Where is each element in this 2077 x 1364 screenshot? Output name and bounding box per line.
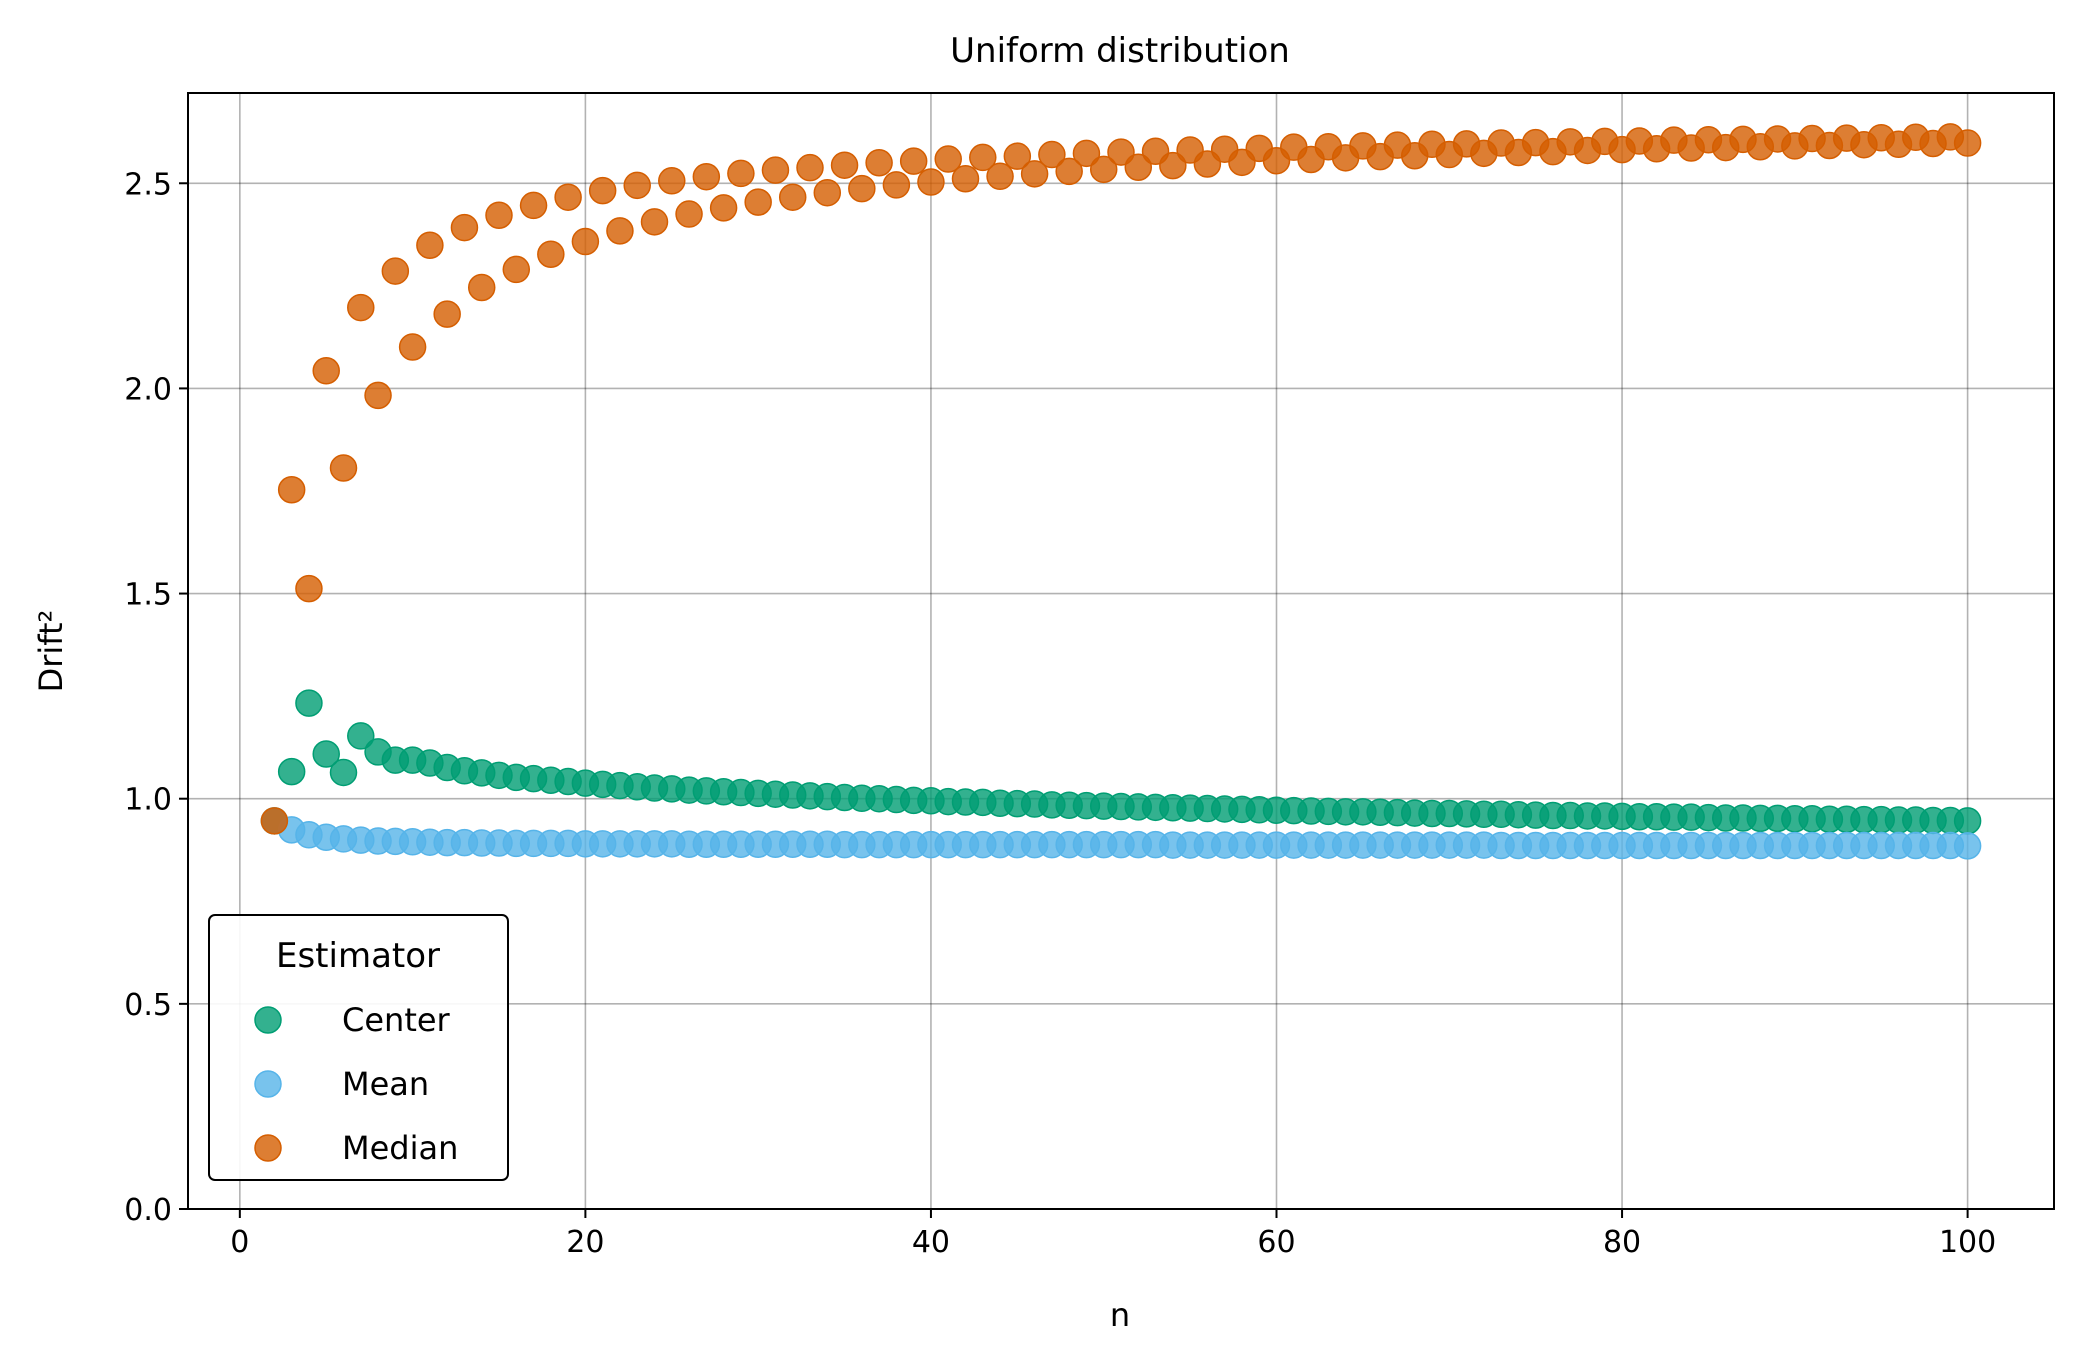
y-tick-label: 1.5 bbox=[124, 578, 172, 613]
median-point bbox=[1072, 139, 1101, 168]
median-point bbox=[347, 293, 375, 322]
y-tick-label: 0.0 bbox=[124, 1193, 172, 1228]
median-point bbox=[1124, 153, 1153, 182]
median-point bbox=[1038, 140, 1066, 169]
median-point bbox=[623, 171, 651, 200]
median-point bbox=[796, 153, 824, 182]
median-point bbox=[450, 213, 479, 242]
legend-box bbox=[208, 914, 509, 1181]
series-center bbox=[260, 689, 1982, 835]
median-point bbox=[692, 162, 721, 191]
median-point bbox=[969, 143, 997, 172]
median-point bbox=[865, 149, 893, 177]
median-point bbox=[1107, 138, 1135, 166]
x-tick-label: 20 bbox=[566, 1225, 604, 1260]
median-point bbox=[1020, 160, 1049, 188]
median-point bbox=[571, 227, 600, 256]
legend-label-mean: Mean bbox=[342, 1065, 429, 1103]
median-point bbox=[709, 194, 738, 222]
median-point bbox=[606, 217, 634, 245]
legend-marker-center bbox=[254, 1006, 282, 1034]
legend-entries: Center Mean Median bbox=[254, 1001, 458, 1167]
data-points bbox=[260, 123, 1982, 860]
median-point bbox=[830, 151, 859, 179]
y-tick-label: 1.0 bbox=[124, 783, 172, 818]
center-point bbox=[277, 757, 306, 786]
median-point bbox=[1089, 155, 1118, 184]
x-tick-label: 60 bbox=[1257, 1225, 1295, 1260]
y-tick-label: 2.5 bbox=[124, 167, 172, 202]
legend-label-median: Median bbox=[342, 1129, 458, 1167]
median-point bbox=[986, 162, 1014, 191]
center-point bbox=[1953, 807, 1982, 835]
legend-title: Estimator bbox=[276, 936, 440, 976]
y-axis-label: Drift² bbox=[32, 610, 70, 693]
median-point bbox=[1003, 142, 1032, 170]
median-point bbox=[1159, 151, 1187, 180]
x-tick-label: 100 bbox=[1939, 1225, 1996, 1260]
center-point bbox=[329, 758, 358, 787]
median-point bbox=[640, 208, 669, 236]
center-point bbox=[347, 722, 375, 750]
median-point bbox=[778, 183, 807, 211]
median-point bbox=[848, 174, 876, 203]
median-point bbox=[277, 476, 306, 504]
legend-marker-mean bbox=[254, 1070, 282, 1098]
center-point bbox=[295, 689, 323, 717]
legend: Estimator Center Mean Median bbox=[208, 914, 509, 1181]
median-point bbox=[364, 381, 392, 410]
median-point bbox=[934, 145, 962, 173]
median-point bbox=[381, 257, 410, 285]
median-point bbox=[398, 333, 427, 361]
median-point bbox=[917, 168, 945, 196]
axis-ticks: 0 20 40 60 80 100 0.0 0.5 1.0 1.5 2.0 2.5 bbox=[124, 167, 1996, 1260]
median-point bbox=[658, 167, 686, 195]
median-point bbox=[467, 273, 496, 302]
median-point bbox=[312, 357, 340, 385]
legend-label-center: Center bbox=[342, 1001, 451, 1039]
median-point bbox=[744, 188, 772, 216]
median-point bbox=[951, 165, 980, 193]
median-point bbox=[554, 183, 582, 211]
median-point bbox=[882, 171, 911, 199]
median-point bbox=[537, 240, 565, 268]
median-point bbox=[727, 159, 755, 188]
center-point bbox=[312, 740, 340, 768]
median-point bbox=[502, 255, 531, 284]
median-point bbox=[485, 201, 513, 230]
median-point bbox=[416, 231, 444, 259]
median-point bbox=[433, 300, 461, 328]
median-point bbox=[899, 147, 928, 175]
median-point bbox=[813, 178, 842, 207]
chart-title: Uniform distribution bbox=[950, 31, 1290, 71]
x-tick-label: 0 bbox=[230, 1225, 249, 1260]
mean-point bbox=[1953, 832, 1982, 860]
median-point bbox=[1055, 157, 1083, 186]
x-tick-label: 40 bbox=[912, 1225, 950, 1260]
plot-area-frame bbox=[187, 92, 2055, 1210]
median-point bbox=[675, 200, 703, 228]
median-point bbox=[761, 156, 790, 184]
median-point bbox=[260, 807, 289, 835]
series-median bbox=[260, 123, 1982, 835]
x-tick-label: 80 bbox=[1603, 1225, 1641, 1260]
median-point bbox=[1953, 129, 1982, 157]
series-mean bbox=[260, 807, 1982, 860]
median-point bbox=[588, 176, 617, 205]
median-point bbox=[329, 454, 358, 482]
median-point bbox=[519, 191, 548, 220]
legend-marker-median bbox=[254, 1134, 282, 1162]
y-tick-label: 0.5 bbox=[124, 988, 172, 1023]
median-point bbox=[295, 574, 323, 603]
x-axis-label: n bbox=[1110, 1296, 1130, 1334]
y-tick-label: 2.0 bbox=[124, 372, 172, 407]
